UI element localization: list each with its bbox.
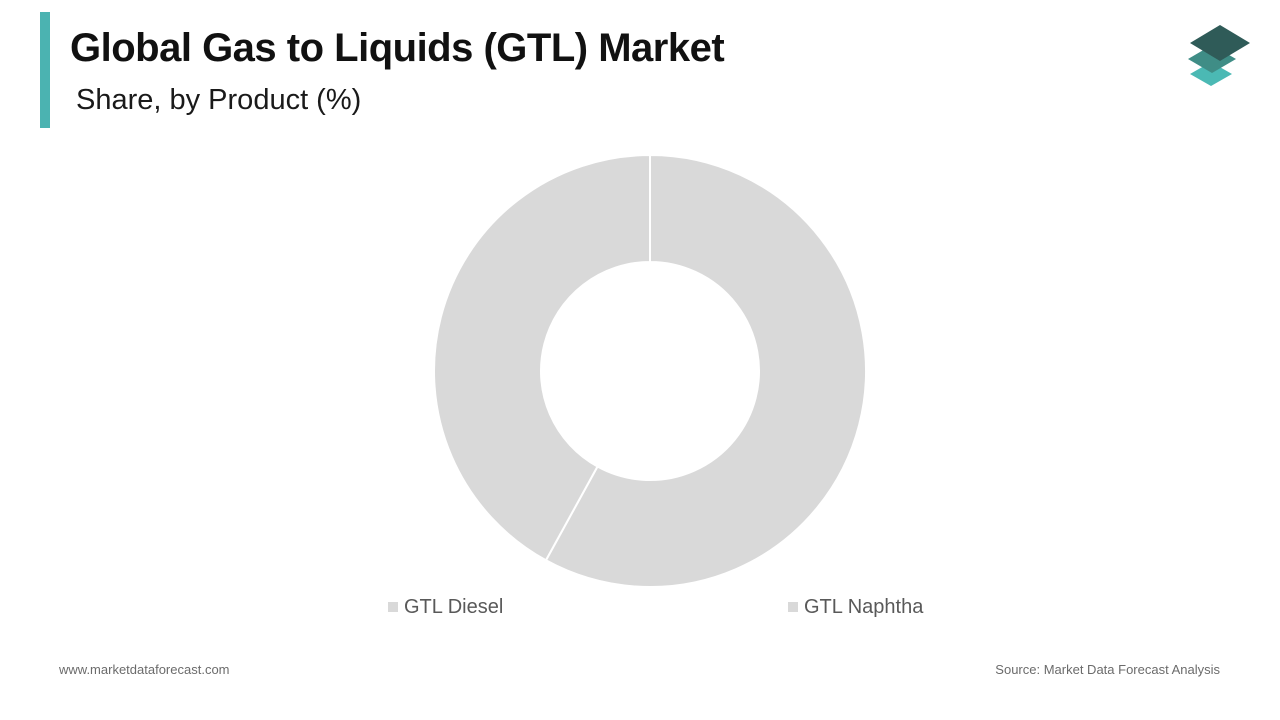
slice-gtl-naphtha: [544, 153, 867, 588]
website-url: www.marketdataforecast.com: [59, 662, 230, 677]
logo-layer-bottom: [1190, 62, 1232, 86]
legend-label: GTL Naphtha: [804, 595, 924, 618]
source-note: Source: Market Data Forecast Analysis: [995, 662, 1220, 677]
stacked-layers-icon: [1188, 25, 1250, 86]
page-title: Global Gas to Liquids (GTL) Market: [70, 26, 725, 70]
legend-swatch: [388, 602, 398, 612]
page-subtitle: Share, by Product (%): [76, 84, 362, 116]
legend-item-gtl-naphtha: GTL Naphtha: [788, 595, 923, 619]
slice-gtl-diesel: [433, 153, 651, 562]
accent-bar: [40, 12, 50, 128]
legend-item-gtl-diesel: GTL Diesel: [388, 595, 503, 619]
legend-label: GTL Diesel: [404, 595, 504, 618]
legend-swatch: [788, 602, 798, 612]
logo-layer-top: [1190, 25, 1250, 61]
